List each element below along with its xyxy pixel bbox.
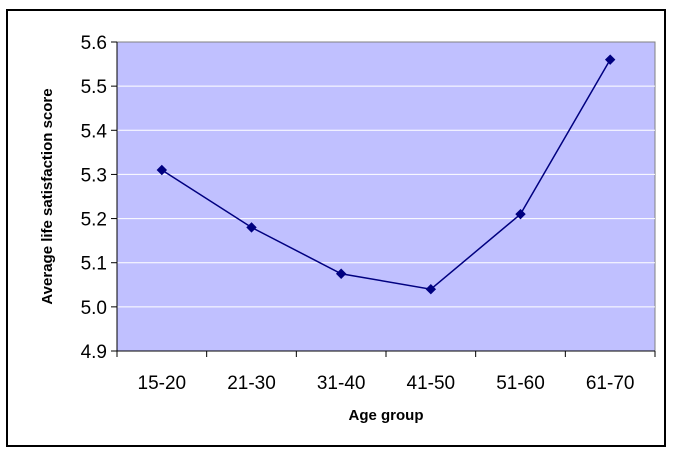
y-tick-label: 5.2: [81, 210, 107, 231]
y-tick-label: 4.9: [81, 342, 107, 363]
data-point-marker: [156, 164, 168, 176]
x-tick-label: 31-40: [317, 373, 366, 394]
x-axis-title: Age group: [349, 407, 424, 424]
series-line-path: [161, 59, 611, 290]
plot-area: [116, 41, 656, 352]
y-tick-label: 5.0: [81, 298, 107, 319]
x-tick-label: 61-70: [586, 373, 635, 394]
series-markers: [156, 54, 616, 295]
data-point-marker: [515, 208, 526, 220]
data-point-marker: [425, 283, 437, 295]
x-tick-label: 41-50: [407, 373, 456, 394]
data-point-marker: [246, 222, 257, 233]
data-point-marker: [604, 54, 616, 65]
y-axis-title: Average life satisfaction score: [39, 88, 56, 304]
x-tick-label: 15-20: [138, 373, 187, 394]
gridlines: [117, 85, 655, 308]
y-tick-label: 5.5: [81, 77, 107, 98]
y-tick-label: 5.3: [81, 165, 107, 186]
y-tick-label: 5.4: [81, 121, 108, 142]
x-tick-label: 51-60: [496, 373, 545, 394]
x-axis-ticks: 15-20 21-30 31-40 41-50 51-60 61-70: [116, 351, 656, 394]
series-line: [161, 59, 611, 290]
y-axis-ticks: 4.9 5.0 5.1 5.2 5.3 5.4 5.5 5.6: [81, 33, 117, 363]
y-tick-label: 5.6: [81, 33, 107, 54]
data-point-marker: [335, 268, 347, 279]
x-tick-label: 21-30: [227, 373, 276, 394]
y-tick-label: 5.1: [81, 254, 107, 275]
